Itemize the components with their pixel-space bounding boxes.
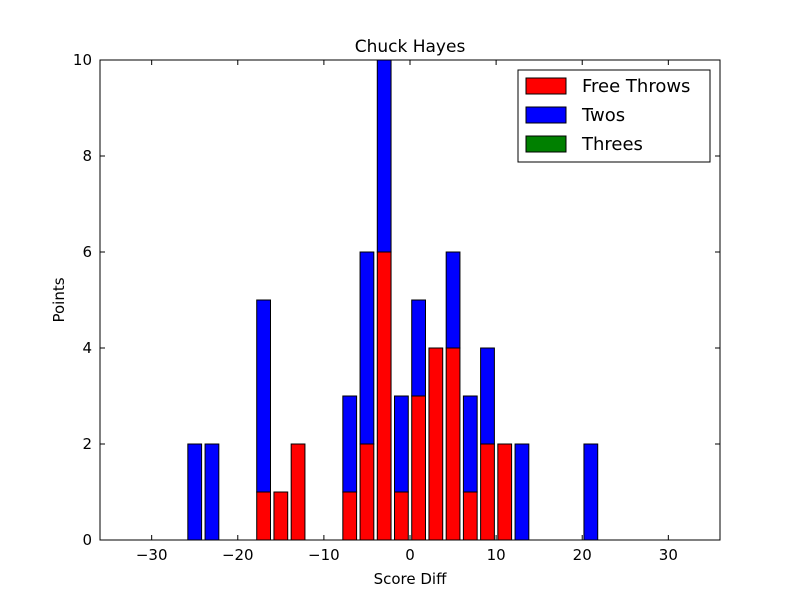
legend-swatch-0 [525, 77, 567, 95]
bar-free-throws-18 [411, 395, 427, 541]
x-tick-label-4: 10 [487, 546, 506, 564]
legend-label-0: Free Throws [582, 76, 690, 97]
bar-free-throws-15 [359, 443, 375, 541]
bar-twos-16 [376, 59, 392, 253]
legend: Free Throws Twos Threes [517, 69, 711, 163]
bars-layer [187, 59, 599, 541]
legend-swatch-2 [525, 135, 567, 153]
bar-twos-20 [445, 251, 461, 349]
bar-free-throws-14 [342, 491, 358, 541]
bar-free-throws-16 [376, 251, 392, 541]
bar-twos-21 [462, 395, 478, 493]
y-tick-label-3: 6 [82, 243, 92, 261]
bar-twos-17 [394, 395, 409, 493]
bar-twos-6 [204, 443, 220, 541]
bar-twos-24 [514, 443, 530, 541]
bar-free-throws-9 [256, 491, 272, 541]
y-axis-label: Points [50, 277, 68, 322]
y-tick-label-5: 10 [73, 51, 92, 69]
y-tick-label-4: 8 [82, 147, 92, 165]
x-tick-label-0: −30 [136, 546, 168, 564]
bar-twos-22 [480, 347, 495, 445]
bar-twos-15 [359, 251, 375, 445]
x-tick-label-2: −10 [308, 546, 340, 564]
bar-twos-28 [583, 443, 599, 541]
x-tick-label-6: 30 [659, 546, 678, 564]
x-tick-label-5: 20 [573, 546, 592, 564]
bar-free-throws-17 [394, 491, 409, 541]
bar-free-throws-22 [480, 443, 495, 541]
bar-twos-5 [187, 443, 203, 541]
legend-label-1: Twos [581, 105, 625, 126]
bar-twos-18 [411, 299, 427, 397]
y-tick-label-1: 2 [82, 435, 92, 453]
bar-twos-9 [256, 299, 272, 493]
bar-free-throws-10 [273, 491, 289, 541]
bar-free-throws-23 [497, 443, 513, 541]
bar-free-throws-11 [290, 443, 306, 541]
chart-title: Chuck Hayes [355, 37, 466, 57]
x-tick-label-1: −20 [222, 546, 254, 564]
legend-label-2: Threes [581, 134, 643, 155]
legend-swatch-1 [525, 106, 567, 124]
bar-free-throws-19 [428, 347, 444, 541]
x-axis-label: Score Diff [374, 570, 447, 588]
y-tick-label-2: 4 [82, 339, 92, 357]
x-tick-label-3: 0 [405, 546, 415, 564]
bar-free-throws-21 [462, 491, 478, 541]
y-tick-label-0: 0 [82, 531, 92, 549]
bar-free-throws-20 [445, 347, 461, 541]
ticks-layer: −30 −20 −10 0 10 20 30 0 2 4 6 8 10 [73, 51, 720, 564]
bar-twos-14 [342, 395, 358, 493]
